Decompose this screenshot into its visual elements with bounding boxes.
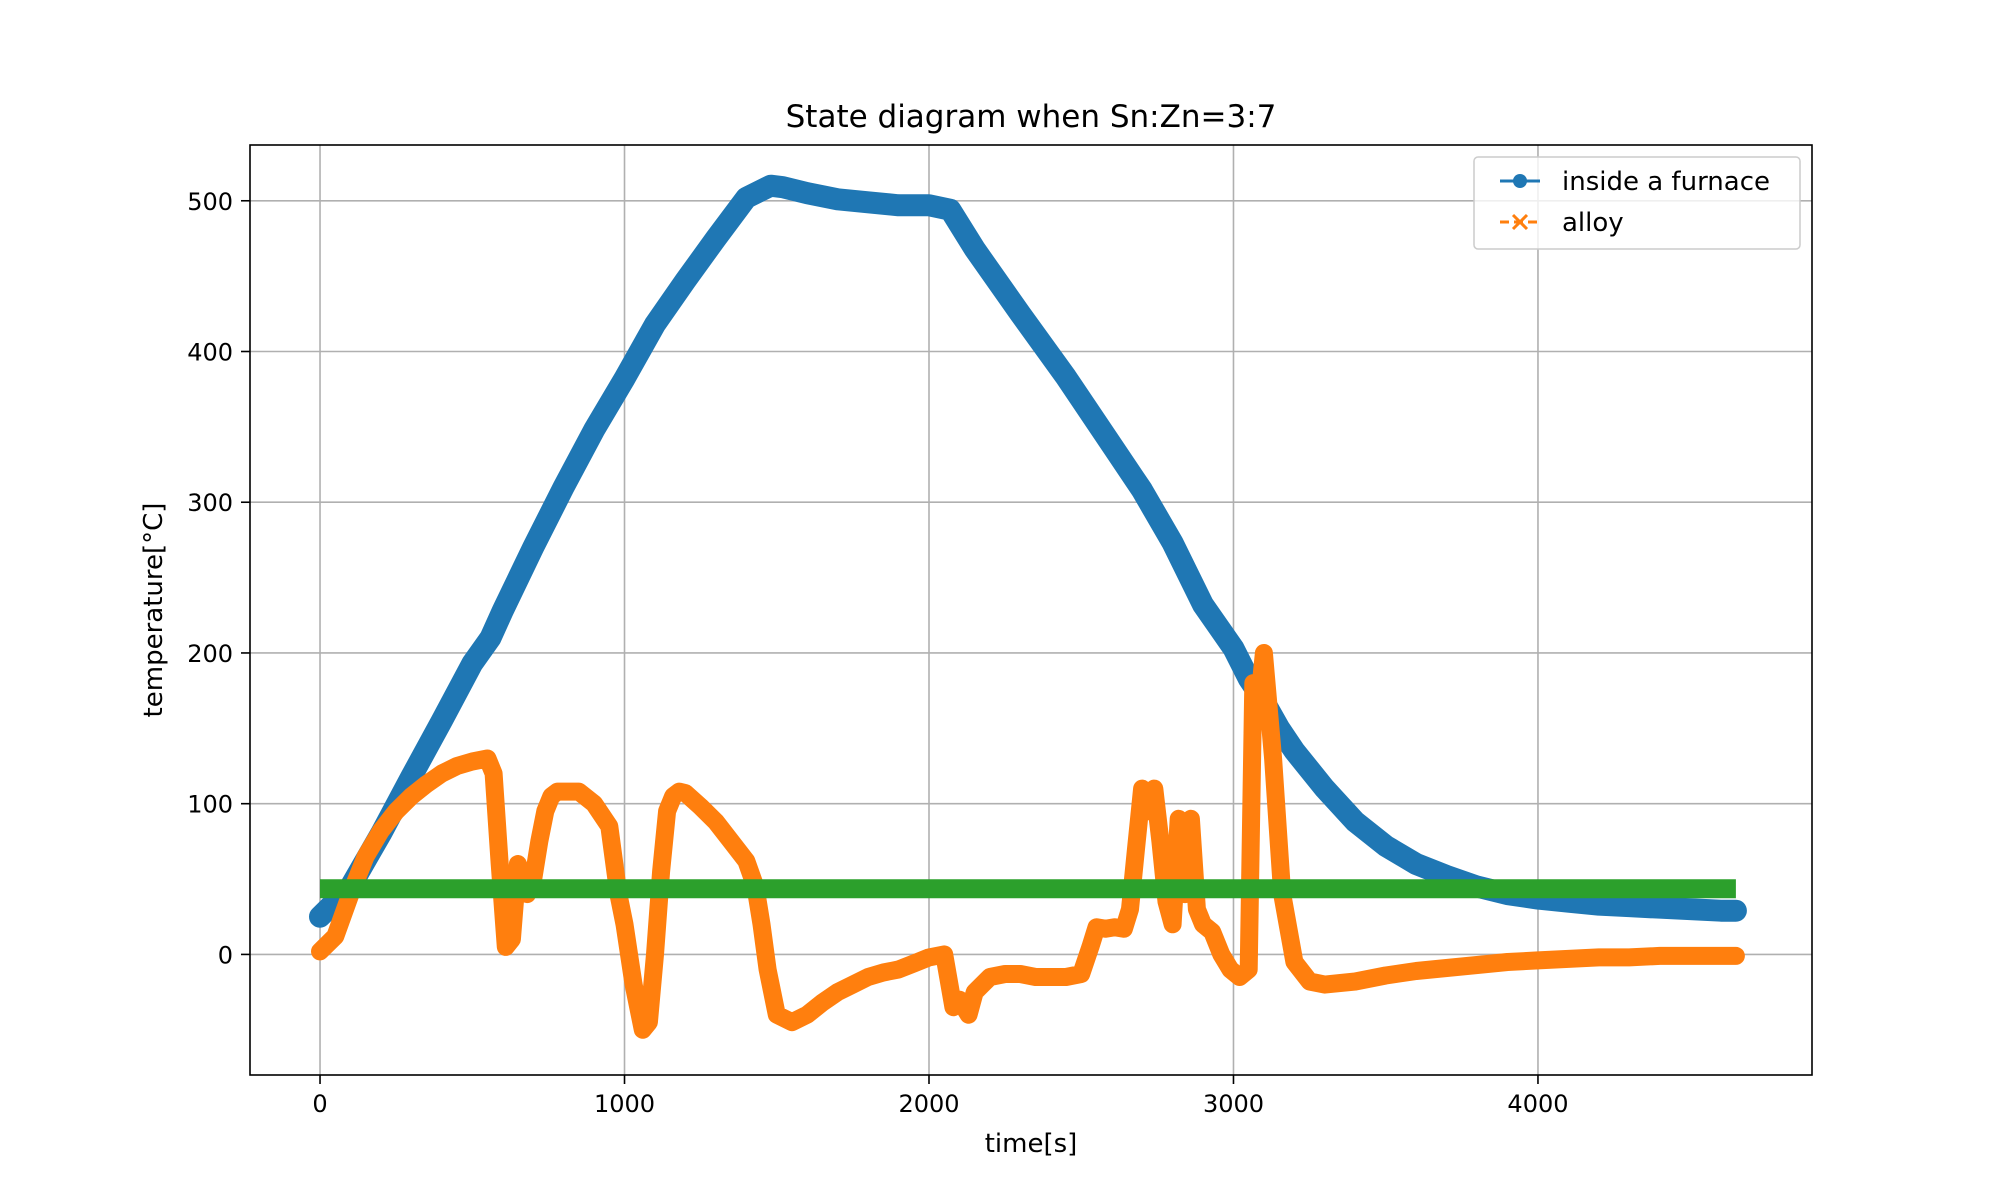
plot-frame [249,144,1813,1076]
x-axis-label: time[s] [985,1129,1078,1159]
legend-marker-alloy [1511,213,1529,231]
alloy-series-line [311,644,1745,1039]
legend-label-alloy: alloy [1562,208,1624,238]
legend-marker-furnace [1513,174,1527,188]
y-tick-label: 200 [187,640,233,668]
x-tick-label: 0 [312,1090,327,1118]
chart-title: State diagram when Sn:Zn=3:7 [786,99,1277,135]
y-tick-label: 400 [187,338,233,366]
legend: inside a furnace alloy [1473,156,1801,250]
x-tick-label: 4000 [1507,1090,1568,1118]
legend-box [1473,156,1801,250]
series-layer [309,174,1747,1039]
y-tick-label: 100 [187,791,233,819]
y-tick-label: 0 [218,941,233,969]
y-axis-label: temperature[°C] [139,503,169,718]
y-tick-label: 300 [187,489,233,517]
legend-label-furnace: inside a furnace [1562,167,1770,197]
x-tick-label: 3000 [1203,1090,1264,1118]
ticks: 0 1000 2000 3000 4000 0 100 200 300 400 500 [187,188,1568,1118]
y-tick-label: 500 [187,188,233,216]
x-tick-label: 1000 [594,1090,655,1118]
x-tick-label: 2000 [898,1090,959,1118]
